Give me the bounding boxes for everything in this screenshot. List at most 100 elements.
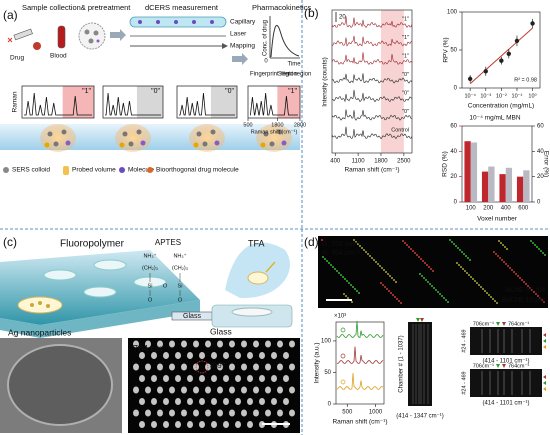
- map-dot: [145, 409, 151, 417]
- fluorescent-dot: [365, 251, 367, 253]
- tick-label: 200: [483, 206, 494, 212]
- map-dot: [223, 398, 229, 405]
- fluorescent-dot: [517, 275, 519, 277]
- tick-label: 100: [466, 206, 477, 212]
- fluorescent-dot: [358, 292, 360, 294]
- map-dot: [253, 409, 259, 417]
- fluorescent-dot: [543, 301, 545, 303]
- fluorescent-dot: [422, 260, 424, 262]
- map-dot: [175, 421, 181, 428]
- fluorescent-dot: [375, 261, 377, 263]
- map-dot: [175, 352, 181, 359]
- particle: [196, 131, 202, 137]
- fluorescent-dot: [338, 272, 340, 274]
- point: [530, 21, 535, 26]
- fluorescent-dot: [505, 263, 507, 265]
- map-dot: [157, 340, 163, 348]
- label: 764 cm⁻¹: [133, 343, 170, 353]
- map-dot: [289, 409, 295, 417]
- label: dCERS measurement: [145, 3, 219, 12]
- map-dot: [265, 363, 271, 371]
- spectrum-box: [21, 85, 95, 119]
- fluorescent-dot: [380, 282, 382, 284]
- fluorescent-dot: [384, 286, 386, 288]
- map-dot: [205, 386, 211, 394]
- map-dot: [229, 340, 235, 348]
- legend-swatch: [3, 167, 9, 173]
- state-label: "1": [288, 88, 297, 95]
- map-dot: [229, 409, 235, 417]
- image-dots: [321, 239, 546, 304]
- zoom-lines: [481, 329, 531, 395]
- label: RPV (%): [443, 37, 450, 62]
- tick-label: 10⁻⁴: [464, 92, 476, 99]
- label: 20: [339, 15, 346, 21]
- fluorescent-dot: [467, 257, 469, 259]
- fluorescent-dot: [383, 269, 385, 271]
- fluorescent-dot: [373, 259, 375, 261]
- tick-label: 600: [518, 206, 529, 212]
- fluorescent-dot: [511, 269, 513, 271]
- label: (414 - 1347 cm⁻¹): [396, 414, 444, 420]
- map-dot: [283, 398, 289, 405]
- kymograph: [408, 322, 432, 406]
- fluorescent-dot: [389, 275, 391, 277]
- map-dot: [241, 409, 247, 417]
- map-dot: [241, 363, 247, 371]
- fluorescent-dot: [513, 271, 515, 273]
- label: #397: [210, 363, 226, 370]
- marker: [496, 364, 500, 368]
- label: RSD (%): [442, 151, 449, 177]
- label: Fingerprint region: [250, 72, 297, 78]
- label: Si: [148, 283, 153, 289]
- fluorescent-dot: [504, 246, 506, 248]
- highlight: [195, 360, 209, 374]
- label: Ag nanoparticles: [8, 327, 71, 337]
- panel-label: (d): [304, 235, 319, 249]
- marker: [340, 353, 346, 359]
- map-dot: [163, 352, 169, 359]
- map-dot: [277, 386, 283, 394]
- fluorescent-dot: [484, 290, 486, 292]
- tick-label: 60: [537, 124, 544, 130]
- tick-label: 10⁻²: [496, 93, 507, 99]
- label: ×10³: [334, 314, 346, 320]
- map-dot: [259, 352, 265, 359]
- probed-volume: [40, 124, 76, 152]
- fluorescent-dot: [429, 283, 431, 285]
- fluorescent-dot: [527, 285, 529, 287]
- fluorescent-dot: [334, 268, 336, 270]
- spectrum: [331, 73, 413, 84]
- map-dot: [247, 375, 253, 382]
- fluorescent-dot: [535, 293, 537, 295]
- map-dot: [151, 421, 157, 428]
- map-dot: [271, 375, 277, 382]
- tick-label: 10⁻³: [480, 93, 491, 99]
- fluorescent-dot: [414, 252, 416, 254]
- fluorescent-dot: [464, 270, 466, 272]
- map-dot: [265, 340, 271, 348]
- map-dot: [175, 398, 181, 405]
- spectrum-box: [176, 85, 238, 119]
- label: Pharmacokinetics: [252, 3, 311, 12]
- spectrum: [331, 35, 413, 47]
- state-label: "0": [402, 90, 409, 96]
- particle: [65, 140, 71, 146]
- legend-swatch: [63, 166, 69, 175]
- tick-label: 500: [342, 410, 353, 416]
- fluorescent-dot: [488, 294, 490, 296]
- map-dot: [193, 340, 199, 348]
- map-dot: [277, 363, 283, 371]
- tick-label: 2500: [397, 159, 411, 165]
- capillary: [129, 16, 228, 49]
- state-label: "1": [82, 88, 91, 95]
- map-dot: [163, 421, 169, 428]
- probed-volume: [115, 124, 151, 152]
- fluorescent-dot: [496, 302, 498, 304]
- tick-label: 20: [537, 174, 544, 180]
- fluorescent-dot: [425, 279, 427, 281]
- label: O: [148, 297, 153, 303]
- map-dot: [211, 398, 217, 405]
- fluorescent-dot: [424, 262, 426, 264]
- map-dot: [235, 398, 241, 405]
